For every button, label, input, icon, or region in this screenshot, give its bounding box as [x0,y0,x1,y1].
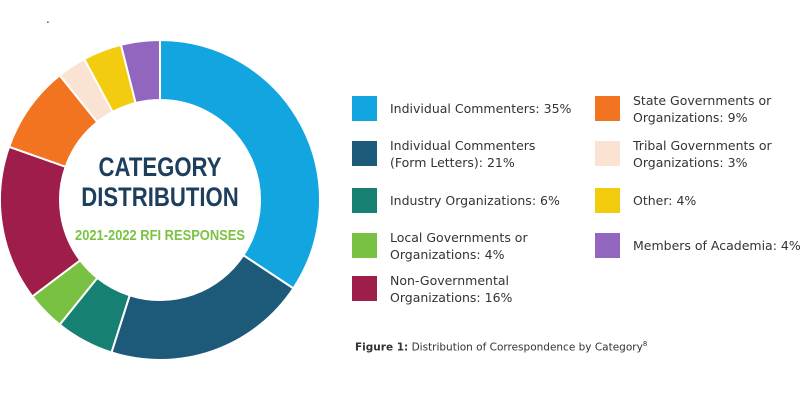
legend-item-7: Other: 4% [595,188,696,213]
legend-label-1: Individual Commenters (Form Letters): 21% [390,137,535,171]
legend-swatch-4 [352,276,377,301]
legend-swatch-1 [352,141,377,166]
caption-label: Figure 1: [355,341,409,354]
legend-item-0: Individual Commenters: 35% [352,96,571,121]
legend-label-line: Organizations: 16% [390,290,513,305]
caption-footnote: 8 [642,340,648,348]
figure-caption: Figure 1: Distribution of Correspondence… [355,340,647,354]
legend-label-line: Local Governments or [390,230,528,245]
legend-swatch-6 [595,141,620,166]
caption-text: Distribution of Correspondence by Catego… [408,341,643,354]
legend-label-3: Local Governments or Organizations: 4% [390,229,528,263]
chart-title-line2: DISTRIBUTION [81,182,239,212]
legend-label-6: Tribal Governments or Organizations: 3% [633,137,772,171]
legend-label-line: (Form Letters): 21% [390,155,515,170]
legend-label-line: Members of Academia: 4% [633,238,801,253]
legend-swatch-3 [352,233,377,258]
legend-item-6: Tribal Governments or Organizations: 3% [595,138,772,171]
legend-item-4: Non-Governmental Organizations: 16% [352,273,512,306]
legend-label-4: Non-Governmental Organizations: 16% [390,272,512,306]
donut-slice-8 [119,40,161,105]
legend-label-0: Individual Commenters: 35% [390,100,571,117]
donut-slice-0 [159,40,320,290]
legend-swatch-7 [595,188,620,213]
legend-label-5: State Governments or Organizations: 9% [633,92,771,126]
legend-label-line: Tribal Governments or [633,138,772,153]
donut-slice-1 [110,253,295,360]
legend-label-2: Industry Organizations: 6% [390,192,560,209]
chart-title-line1: CATEGORY [98,152,222,182]
legend-item-3: Local Governments or Organizations: 4% [352,230,528,263]
legend-label-line: Organizations: 9% [633,110,748,125]
legend-item-8: Members of Academia: 4% [595,233,801,258]
legend-swatch-0 [352,96,377,121]
legend-label-8: Members of Academia: 4% [633,237,801,254]
legend-item-2: Industry Organizations: 6% [352,188,560,213]
legend-label-line: Individual Commenters: 35% [390,101,572,116]
legend-label-line: Individual Commenters [390,138,536,153]
legend-label-line: Non-Governmental [390,273,509,288]
legend-swatch-2 [352,188,377,213]
legend-label-line: Industry Organizations: 6% [390,193,560,208]
legend-label-line: Organizations: 4% [390,247,505,262]
legend-swatch-8 [595,233,620,258]
legend-label-7: Other: 4% [633,192,696,209]
legend-item-1: Individual Commenters (Form Letters): 21% [352,138,535,171]
stray-mark: . [46,12,50,26]
legend-label-line: State Governments or [633,93,772,108]
legend-label-line: Organizations: 3% [633,155,748,170]
legend-label-line: Other: 4% [633,193,697,208]
chart-subtitle: 2021-2022 RFI RESPONSES [75,227,245,244]
legend-swatch-5 [595,96,620,121]
donut-chart [0,40,320,360]
legend-item-5: State Governments or Organizations: 9% [595,93,771,126]
